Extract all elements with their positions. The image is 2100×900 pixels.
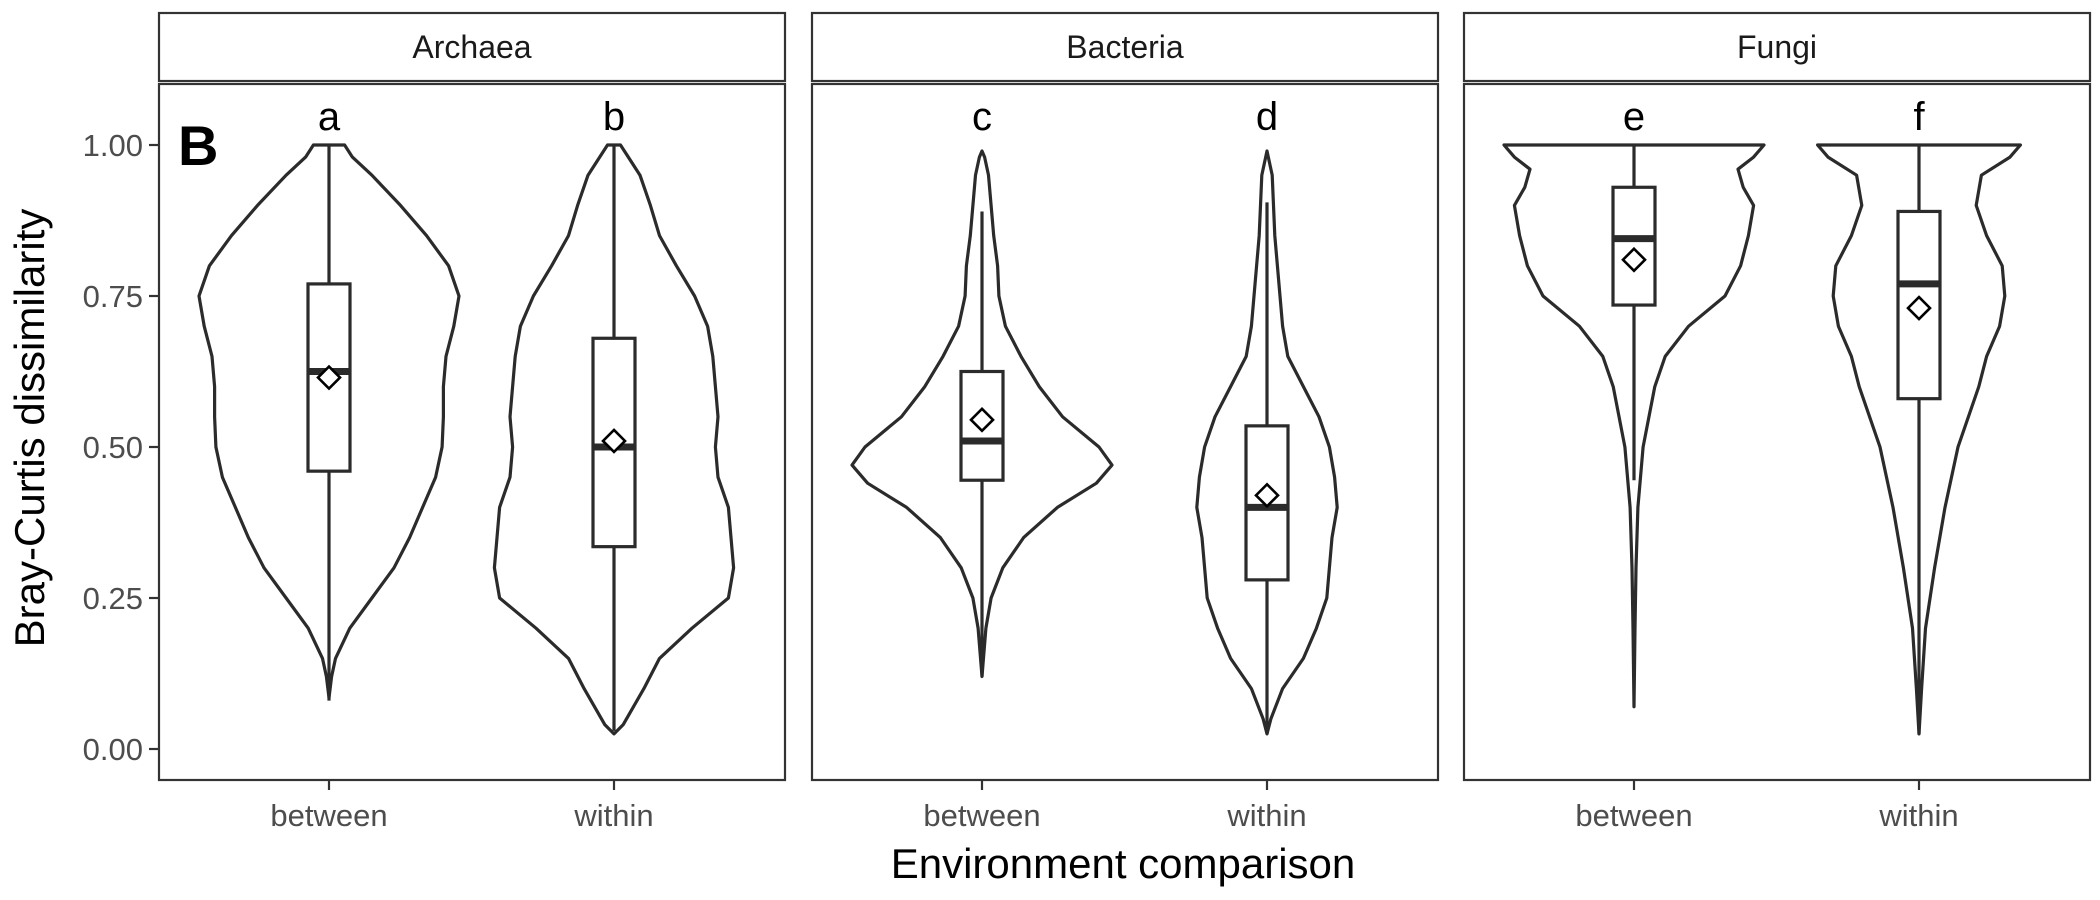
mean-marker: [1621, 246, 1647, 273]
significance-letter: d: [1256, 95, 1278, 139]
y-axis: 0.00 0.25 0.50 0.75 1.00: [83, 128, 159, 767]
facet-strip-label: Bacteria: [1066, 29, 1184, 65]
group-between: c between: [850, 95, 1114, 833]
panel-border: [810, 82, 1440, 782]
facet-strip-label: Fungi: [1737, 29, 1817, 65]
group-within: f within: [1816, 95, 2022, 833]
y-axis-title: Bray-Curtis dissimilarity: [6, 209, 53, 648]
x-tick-label: within: [1226, 798, 1306, 833]
x-tick-label: within: [573, 798, 653, 833]
significance-letter: a: [318, 95, 341, 139]
group-between: a between: [197, 95, 461, 833]
y-tick-label: 0.00: [83, 732, 143, 767]
significance-letter: c: [972, 95, 992, 139]
x-tick-label: between: [1575, 798, 1692, 833]
x-tick-label: between: [270, 798, 387, 833]
x-tick-label: between: [923, 798, 1040, 833]
significance-letter: b: [603, 95, 625, 139]
group-within: b within: [492, 95, 736, 833]
group-between: e between: [1502, 95, 1766, 833]
significance-letter: f: [1913, 95, 1925, 139]
panel-border: [1462, 82, 2092, 782]
x-tick-label: within: [1878, 798, 1958, 833]
mean-marker: [1254, 482, 1280, 509]
y-tick-label: 0.75: [83, 279, 143, 314]
facet-strip: [1462, 11, 2092, 83]
mean-marker: [316, 364, 342, 391]
y-tick-label: 0.25: [83, 581, 143, 616]
iqr-box: [1611, 185, 1657, 307]
y-tick-label: 1.00: [83, 128, 143, 163]
facet-fungi: Fungi e between f within: [1462, 11, 2092, 833]
facet-archaea: Archaea a between b within: [157, 11, 787, 833]
mean-marker: [969, 406, 995, 433]
x-axis-title: Environment comparison: [891, 840, 1356, 887]
group-within: d within: [1195, 95, 1339, 833]
mean-marker: [1906, 295, 1932, 321]
panel-border: [157, 82, 787, 782]
facet-panels: Archaea a between b within Bacteria c between d w…: [157, 11, 2092, 833]
facet-strip: [157, 11, 787, 83]
facet-bacteria: Bacteria c between d within: [810, 11, 1440, 833]
panel-tag: B: [178, 114, 218, 177]
significance-letter: e: [1623, 95, 1645, 139]
facet-strip: [810, 11, 1440, 83]
facet-strip-label: Archaea: [412, 29, 531, 65]
y-tick-label: 0.50: [83, 430, 143, 465]
mean-marker: [601, 428, 627, 454]
